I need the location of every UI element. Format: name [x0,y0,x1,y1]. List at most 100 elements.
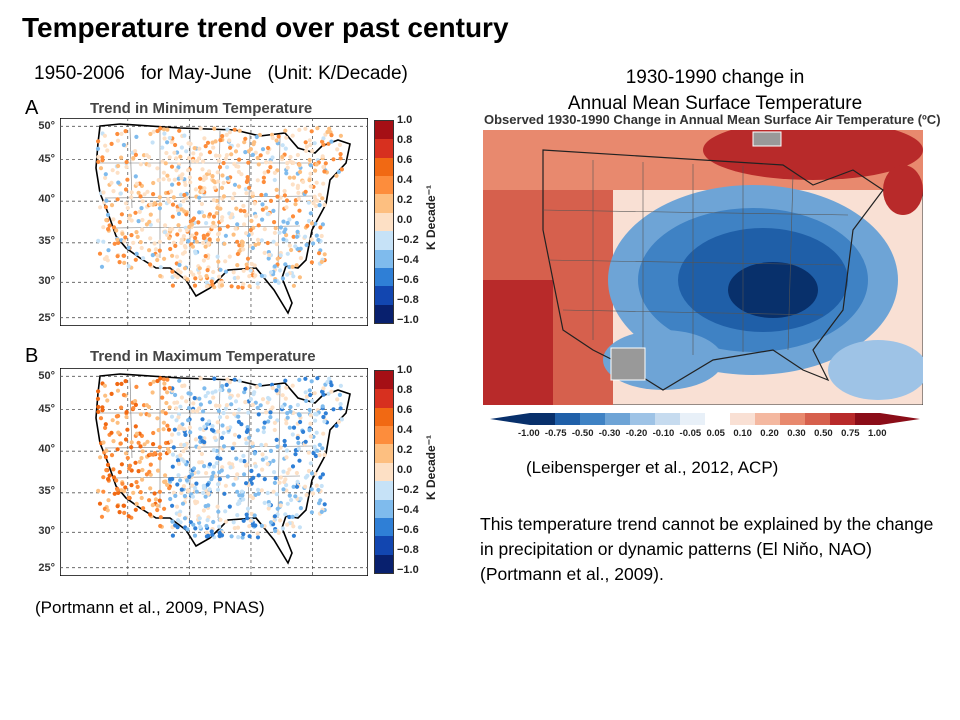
station-dot [308,171,313,176]
colorbar-swatch [375,267,393,287]
station-dot [264,205,269,210]
station-dot [303,376,308,381]
station-dot [197,396,202,401]
station-dot [170,182,175,187]
station-dot [166,177,172,182]
station-dot [212,126,217,131]
station-dot [176,211,182,216]
station-dot [198,152,203,157]
station-dot [244,429,249,434]
station-dot [115,447,120,452]
station-dot [298,506,303,511]
station-dot [103,175,108,180]
lat-tick: 30° [38,275,55,287]
station-dot [105,212,111,217]
station-dot [191,466,197,471]
station-dot [179,457,184,462]
station-dot [96,154,101,160]
station-dot [280,393,285,398]
station-dot [261,175,266,180]
station-dot [167,199,172,204]
station-dot [256,162,261,167]
colorbar-label: 0.4 [397,424,413,436]
station-dot [158,523,163,529]
station-dot [184,149,189,154]
station-dot [121,392,126,398]
station-dot [306,218,312,224]
station-dot [114,478,119,483]
station-dot [317,203,322,208]
station-dot [170,432,175,437]
station-dot [178,453,183,458]
colorbar-label: -0.20 [625,428,648,439]
station-dot [123,187,129,192]
station-dot [338,406,343,411]
station-dot [125,427,130,432]
station-dot [141,153,147,158]
colorbar-swatch [375,139,393,158]
station-dot [168,439,174,444]
max-temp-trend-map [60,368,368,576]
station-dot [115,420,120,425]
subtitle: 1950-2006 for May-June (Unit: K/Decade) [34,63,408,85]
station-dot [101,440,106,445]
station-dot [183,432,188,437]
colorbar-label: −0.2 [397,234,419,246]
station-dot [284,421,289,426]
station-dot [134,384,139,389]
station-dot [106,477,111,482]
station-dot [253,150,258,155]
station-dot [296,446,301,451]
unit-label: (Unit: K/Decade) [267,63,408,84]
station-dot [170,464,175,469]
station-dot [178,509,183,514]
station-dot [189,222,195,227]
station-dot [109,180,114,185]
station-dot [280,143,285,148]
station-dot [287,425,292,430]
station-dot [209,279,214,284]
station-dot [124,410,129,415]
station-dot [210,424,215,429]
station-dot [179,145,184,150]
station-dot [96,488,101,493]
station-dot [248,147,253,152]
station-dot [150,503,155,508]
station-dot [209,529,214,534]
station-dot [212,376,217,381]
colorbar-label: −0.4 [397,254,419,266]
station-dot [165,173,170,178]
station-dot [247,274,252,279]
station-dot [308,211,313,216]
station-dot [288,159,293,164]
station-dot [244,512,249,517]
station-dot [165,390,170,395]
station-dot [269,132,275,137]
station-dot [95,146,101,151]
station-dot [134,181,139,186]
station-dot [155,218,161,223]
station-dot [228,465,233,470]
station-dot [106,248,111,253]
station-dot [170,253,175,258]
station-dot [248,397,253,402]
station-dot [273,278,278,284]
station-dot [244,191,249,196]
station-dot [187,425,192,430]
station-dot [182,383,187,388]
station-dot [243,386,248,391]
station-dot [242,209,247,214]
station-dot [272,480,277,485]
station-dot [311,491,316,496]
station-dot [173,493,178,498]
station-dot [235,275,241,280]
station-dot [245,516,250,521]
station-dot [319,483,324,489]
station-dot [266,419,271,424]
station-dot [244,481,249,486]
station-dot [293,244,298,249]
station-dot [259,192,264,198]
station-dot [268,415,273,420]
station-dot [142,442,147,447]
station-dot [307,178,312,183]
